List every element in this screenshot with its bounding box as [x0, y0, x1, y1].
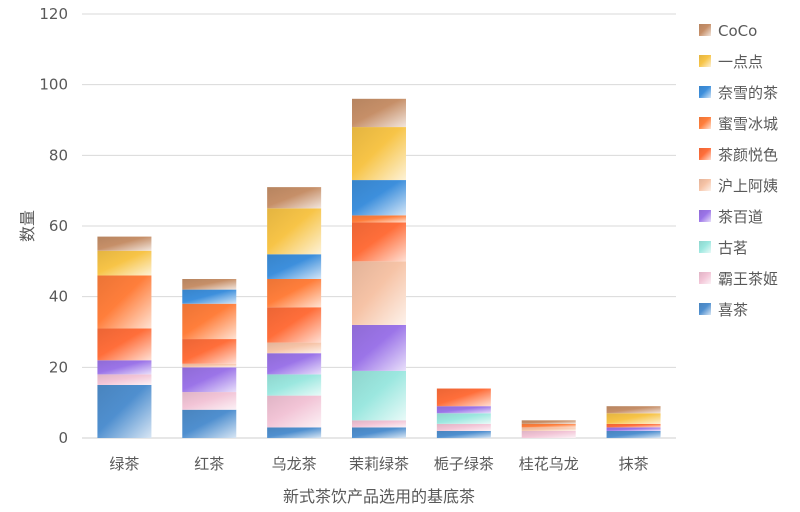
bar-segment-栀子绿茶-霸王茶姬 — [436, 423, 491, 431]
axes: 0 20 40 60 80 100 120 绿茶 红茶 乌龙茶 茉莉绿茶 栀子绿茶 桂花乌龙 抹茶 — [39, 5, 648, 473]
bar-segment-桂花乌龙-沪上阿姨 — [521, 427, 576, 431]
x-tick-label: 绿茶 — [109, 455, 139, 473]
bar-segment-乌龙茶-一点点 — [267, 208, 322, 255]
y-tick-label: 40 — [49, 288, 68, 306]
x-tick-label: 抹茶 — [619, 455, 649, 473]
bar-segment-绿茶-茶颜悦色 — [97, 328, 152, 361]
legend-label-茶颜悦色: 茶颜悦色 — [718, 146, 778, 164]
bar-segment-乌龙茶-奈雪的茶 — [267, 254, 322, 279]
bar-segment-栀子绿茶-茶百道 — [436, 406, 491, 414]
bar-segment-红茶-茶颜悦色 — [182, 339, 237, 364]
x-axis-title: 新式茶饮产品选用的基底茶 — [283, 487, 475, 506]
bar-segment-茉莉绿茶-霸王茶姬 — [352, 420, 406, 428]
legend-label-喜茶: 喜茶 — [718, 301, 748, 319]
x-tick-label: 栀子绿茶 — [434, 455, 494, 473]
legend-swatch-霸王茶姬 — [699, 272, 711, 284]
bar-segment-茉莉绿茶-茶百道 — [352, 324, 406, 371]
bar-segment-抹茶-一点点 — [606, 413, 661, 424]
bar-segment-茉莉绿茶-coco — [352, 98, 406, 128]
x-tick-label: 茉莉绿茶 — [349, 455, 409, 473]
bar-segment-栀子绿茶-古茗 — [436, 413, 491, 424]
y-tick-label: 0 — [58, 429, 68, 447]
legend-swatch-一点点 — [699, 55, 711, 67]
bar-segment-红茶-奈雪的茶 — [182, 289, 237, 304]
bar-segment-乌龙茶-coco — [267, 187, 322, 209]
legend-label-一点点: 一点点 — [718, 53, 763, 71]
bar-segment-绿茶-喜茶 — [97, 385, 152, 438]
bar-segment-茉莉绿茶-茶颜悦色 — [352, 222, 406, 262]
bar-segment-红茶-coco — [182, 279, 237, 290]
bar-segment-抹茶-茶百道 — [606, 427, 661, 431]
bar-segment-抹茶-coco — [606, 406, 661, 414]
legend-label-蜜雪冰城: 蜜雪冰城 — [718, 115, 778, 133]
bar-segment-茉莉绿茶-喜茶 — [352, 427, 406, 438]
bar-segment-乌龙茶-古茗 — [267, 374, 322, 396]
bar-segment-乌龙茶-茶颜悦色 — [267, 307, 322, 343]
bar-segment-绿茶-茶百道 — [97, 360, 152, 375]
y-axis-title: 数量 — [18, 210, 37, 242]
bar-segment-茉莉绿茶-蜜雪冰城 — [352, 215, 406, 223]
bars — [97, 98, 661, 438]
bar-segment-栀子绿茶-喜茶 — [436, 430, 491, 438]
bar-segment-茉莉绿茶-沪上阿姨 — [352, 261, 406, 325]
legend-label-沪上阿姨: 沪上阿姨 — [718, 177, 778, 195]
bar-segment-茉莉绿茶-一点点 — [352, 127, 406, 181]
legend-label-古茗: 古茗 — [718, 239, 748, 257]
bar-segment-红茶-霸王茶姬 — [182, 392, 237, 410]
bar-segment-绿茶-coco — [97, 236, 152, 251]
legend-swatch-coco — [699, 24, 711, 36]
bar-segment-乌龙茶-蜜雪冰城 — [267, 279, 322, 308]
x-tick-label: 红茶 — [194, 455, 224, 473]
legend-swatch-茶百道 — [699, 210, 711, 222]
bar-segment-栀子绿茶-茶颜悦色 — [436, 388, 491, 407]
bar-segment-抹茶-茶颜悦色 — [606, 423, 661, 428]
legend-label-coco: CoCo — [718, 22, 757, 40]
legend-label-霸王茶姬: 霸王茶姬 — [718, 270, 778, 288]
y-tick-label: 100 — [39, 76, 68, 94]
bar-segment-茉莉绿茶-古茗 — [352, 370, 406, 421]
bar-segment-抹茶-喜茶 — [606, 430, 661, 438]
y-tick-label: 60 — [49, 217, 68, 235]
bar-segment-绿茶-霸王茶姬 — [97, 374, 152, 385]
bar-segment-绿茶-一点点 — [97, 250, 152, 276]
y-tick-label: 80 — [49, 146, 68, 164]
bar-segment-乌龙茶-喜茶 — [267, 427, 322, 438]
x-tick-label: 桂花乌龙 — [519, 455, 579, 473]
bar-segment-乌龙茶-沪上阿姨 — [267, 342, 322, 354]
legend-swatch-茶颜悦色 — [699, 148, 711, 160]
legend-swatch-喜茶 — [699, 303, 711, 315]
y-tick-label: 120 — [39, 5, 68, 23]
bar-segment-红茶-喜茶 — [182, 409, 237, 438]
legend-swatch-奈雪的茶 — [699, 86, 711, 98]
bar-segment-乌龙茶-霸王茶姬 — [267, 395, 322, 428]
bar-segment-红茶-蜜雪冰城 — [182, 303, 237, 340]
bar-segment-茉莉绿茶-奈雪的茶 — [352, 180, 406, 216]
bar-segment-桂花乌龙-霸王茶姬 — [521, 430, 576, 438]
x-tick-label: 乌龙茶 — [272, 455, 317, 473]
legend-label-奈雪的茶: 奈雪的茶 — [718, 84, 778, 102]
bar-segment-红茶-沪上阿姨 — [182, 363, 237, 368]
legend-swatch-蜜雪冰城 — [699, 117, 711, 129]
legend-swatch-沪上阿姨 — [699, 179, 711, 191]
y-tick-label: 20 — [49, 358, 68, 376]
legend-swatch-古茗 — [699, 241, 711, 253]
bar-segment-桂花乌龙-coco — [521, 420, 576, 424]
bar-segment-绿茶-蜜雪冰城 — [97, 275, 152, 329]
bar-segment-桂花乌龙-蜜雪冰城 — [521, 423, 576, 428]
bar-segment-红茶-茶百道 — [182, 367, 237, 393]
bar-segment-乌龙茶-茶百道 — [267, 353, 322, 375]
legend-label-茶百道: 茶百道 — [718, 208, 763, 226]
